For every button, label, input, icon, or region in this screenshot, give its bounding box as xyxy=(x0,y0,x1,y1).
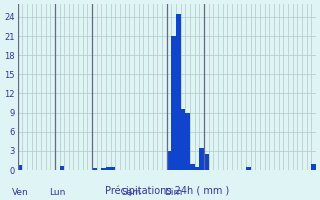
Bar xyxy=(181,109,185,170)
Bar xyxy=(195,167,199,170)
Bar xyxy=(204,154,209,170)
Bar xyxy=(167,151,172,170)
Bar xyxy=(185,113,190,170)
X-axis label: Précipitations 24h ( mm ): Précipitations 24h ( mm ) xyxy=(105,185,229,196)
Bar xyxy=(111,167,116,170)
Bar xyxy=(311,164,316,170)
Text: Lun: Lun xyxy=(49,188,65,197)
Text: Ven: Ven xyxy=(12,188,28,197)
Bar xyxy=(176,14,181,170)
Text: Dim: Dim xyxy=(164,188,183,197)
Bar xyxy=(92,168,97,170)
Bar xyxy=(246,167,251,170)
Bar xyxy=(199,148,204,170)
Bar xyxy=(106,167,111,170)
Bar xyxy=(190,164,195,170)
Bar xyxy=(60,166,64,170)
Bar xyxy=(172,36,176,170)
Bar xyxy=(18,165,22,170)
Bar xyxy=(101,168,106,170)
Text: Sam: Sam xyxy=(122,188,142,197)
